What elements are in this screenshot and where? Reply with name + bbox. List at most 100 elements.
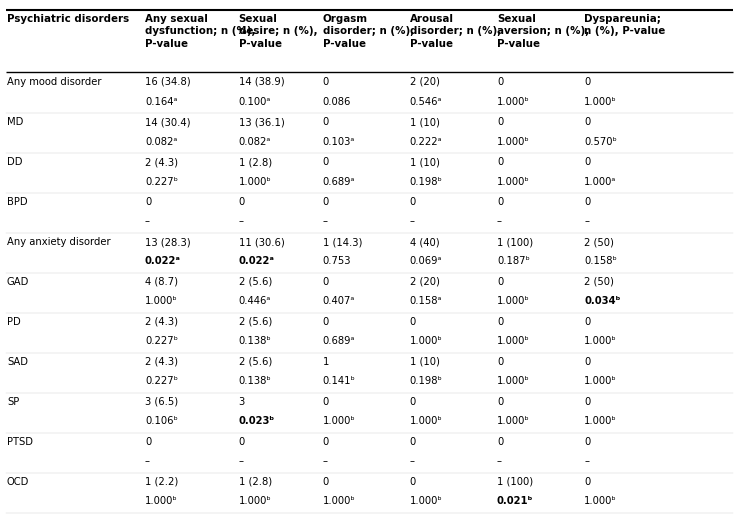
Text: 0: 0 xyxy=(323,277,329,287)
Text: 1.000ᵇ: 1.000ᵇ xyxy=(145,297,178,307)
Text: –: – xyxy=(584,217,589,227)
Text: –: – xyxy=(584,457,589,466)
Text: 1.000ᵇ: 1.000ᵇ xyxy=(584,377,617,386)
Text: 1 (100): 1 (100) xyxy=(497,237,533,247)
Text: 0: 0 xyxy=(410,317,416,327)
Text: 4 (8.7): 4 (8.7) xyxy=(145,277,178,287)
Text: 0: 0 xyxy=(238,437,245,447)
Text: 0: 0 xyxy=(497,197,503,207)
Text: 2 (5.6): 2 (5.6) xyxy=(238,317,272,327)
Text: 1 (100): 1 (100) xyxy=(497,477,533,487)
Text: 0.227ᵇ: 0.227ᵇ xyxy=(145,336,178,347)
Text: 3 (6.5): 3 (6.5) xyxy=(145,397,178,407)
Text: DD: DD xyxy=(7,157,22,167)
Text: 0.570ᵇ: 0.570ᵇ xyxy=(584,137,617,147)
Text: 3: 3 xyxy=(238,397,245,407)
Text: 1.000ᵇ: 1.000ᵇ xyxy=(497,297,530,307)
Text: 0.407ᵃ: 0.407ᵃ xyxy=(323,297,355,307)
Text: 0.689ᵃ: 0.689ᵃ xyxy=(323,336,355,347)
Text: 1.000ᵇ: 1.000ᵇ xyxy=(584,496,617,507)
Text: 2 (50): 2 (50) xyxy=(584,277,614,287)
Text: 1.000ᵇ: 1.000ᵇ xyxy=(497,176,530,186)
Text: 11 (30.6): 11 (30.6) xyxy=(238,237,284,247)
Text: 1.000ᵇ: 1.000ᵇ xyxy=(323,496,356,507)
Text: 0: 0 xyxy=(323,117,329,127)
Text: 16 (34.8): 16 (34.8) xyxy=(145,77,190,87)
Text: 0.082ᵃ: 0.082ᵃ xyxy=(238,137,271,147)
Text: Any sexual
dysfunction; n (%),
P-value: Any sexual dysfunction; n (%), P-value xyxy=(145,14,255,49)
Text: 0.100ᵃ: 0.100ᵃ xyxy=(238,96,271,106)
Text: 1.000ᵇ: 1.000ᵇ xyxy=(238,496,272,507)
Text: 0.086: 0.086 xyxy=(323,96,351,106)
Text: 1.000ᵇ: 1.000ᵇ xyxy=(410,496,443,507)
Text: –: – xyxy=(238,457,244,466)
Text: 0.022ᵃ: 0.022ᵃ xyxy=(238,256,275,266)
Text: 13 (36.1): 13 (36.1) xyxy=(238,117,284,127)
Text: 14 (30.4): 14 (30.4) xyxy=(145,117,190,127)
Text: 0.158ᵇ: 0.158ᵇ xyxy=(584,256,617,266)
Text: 0: 0 xyxy=(584,197,590,207)
Text: 0: 0 xyxy=(584,77,590,87)
Text: 0.034ᵇ: 0.034ᵇ xyxy=(584,297,621,307)
Text: –: – xyxy=(238,217,244,227)
Text: 0.141ᵇ: 0.141ᵇ xyxy=(323,377,356,386)
Text: 0: 0 xyxy=(584,357,590,367)
Text: –: – xyxy=(145,457,150,466)
Text: 0.222ᵃ: 0.222ᵃ xyxy=(410,137,443,147)
Text: 1.000ᵇ: 1.000ᵇ xyxy=(497,416,530,427)
Text: 1 (10): 1 (10) xyxy=(410,117,440,127)
Text: –: – xyxy=(323,457,328,466)
Text: 0: 0 xyxy=(323,197,329,207)
Text: GAD: GAD xyxy=(7,277,30,287)
Text: Any anxiety disorder: Any anxiety disorder xyxy=(7,237,111,247)
Text: 0: 0 xyxy=(145,197,151,207)
Text: PTSD: PTSD xyxy=(7,437,33,447)
Text: 1.000ᵇ: 1.000ᵇ xyxy=(497,137,530,147)
Text: 4 (40): 4 (40) xyxy=(410,237,439,247)
Text: 0: 0 xyxy=(497,437,503,447)
Text: 1.000ᵃ: 1.000ᵃ xyxy=(584,176,616,186)
Text: 1.000ᵇ: 1.000ᵇ xyxy=(410,416,443,427)
Text: 2 (4.3): 2 (4.3) xyxy=(145,357,178,367)
Text: 2 (50): 2 (50) xyxy=(584,237,614,247)
Text: SAD: SAD xyxy=(7,357,28,367)
Text: –: – xyxy=(497,457,502,466)
Text: 0: 0 xyxy=(238,197,245,207)
Text: 1.000ᵇ: 1.000ᵇ xyxy=(323,416,356,427)
Text: MD: MD xyxy=(7,117,24,127)
Text: 1.000ᵇ: 1.000ᵇ xyxy=(497,96,530,106)
Text: 1.000ᵇ: 1.000ᵇ xyxy=(497,336,530,347)
Text: 0.753: 0.753 xyxy=(323,256,351,266)
Text: 1.000ᵇ: 1.000ᵇ xyxy=(238,176,272,186)
Text: 0.227ᵇ: 0.227ᵇ xyxy=(145,176,178,186)
Text: 0.227ᵇ: 0.227ᵇ xyxy=(145,377,178,386)
Text: 0.021ᵇ: 0.021ᵇ xyxy=(497,496,534,507)
Text: Sexual
desire; n (%),
P-value: Sexual desire; n (%), P-value xyxy=(238,14,317,49)
Text: 0: 0 xyxy=(584,157,590,167)
Text: 0: 0 xyxy=(584,117,590,127)
Text: Any mood disorder: Any mood disorder xyxy=(7,77,101,87)
Text: Arousal
disorder; n (%),
P-value: Arousal disorder; n (%), P-value xyxy=(410,14,501,49)
Text: BPD: BPD xyxy=(7,197,27,207)
Text: 0: 0 xyxy=(497,317,503,327)
Text: 0: 0 xyxy=(584,397,590,407)
Text: 0: 0 xyxy=(497,117,503,127)
Text: 1 (10): 1 (10) xyxy=(410,357,440,367)
Text: 0: 0 xyxy=(323,77,329,87)
Text: 0.198ᵇ: 0.198ᵇ xyxy=(410,176,443,186)
Text: 0.103ᵃ: 0.103ᵃ xyxy=(323,137,355,147)
Text: 0: 0 xyxy=(584,477,590,487)
Text: 0: 0 xyxy=(323,157,329,167)
Text: 0.138ᵇ: 0.138ᵇ xyxy=(238,336,272,347)
Text: 2 (20): 2 (20) xyxy=(410,77,440,87)
Text: OCD: OCD xyxy=(7,477,30,487)
Text: Psychiatric disorders: Psychiatric disorders xyxy=(7,14,129,24)
Text: 2 (4.3): 2 (4.3) xyxy=(145,157,178,167)
Text: 13 (28.3): 13 (28.3) xyxy=(145,237,190,247)
Text: 1.000ᵇ: 1.000ᵇ xyxy=(584,96,617,106)
Text: 1.000ᵇ: 1.000ᵇ xyxy=(584,336,617,347)
Text: SP: SP xyxy=(7,397,19,407)
Text: 1: 1 xyxy=(323,357,329,367)
Text: 0.023ᵇ: 0.023ᵇ xyxy=(238,416,275,427)
Text: 1 (14.3): 1 (14.3) xyxy=(323,237,362,247)
